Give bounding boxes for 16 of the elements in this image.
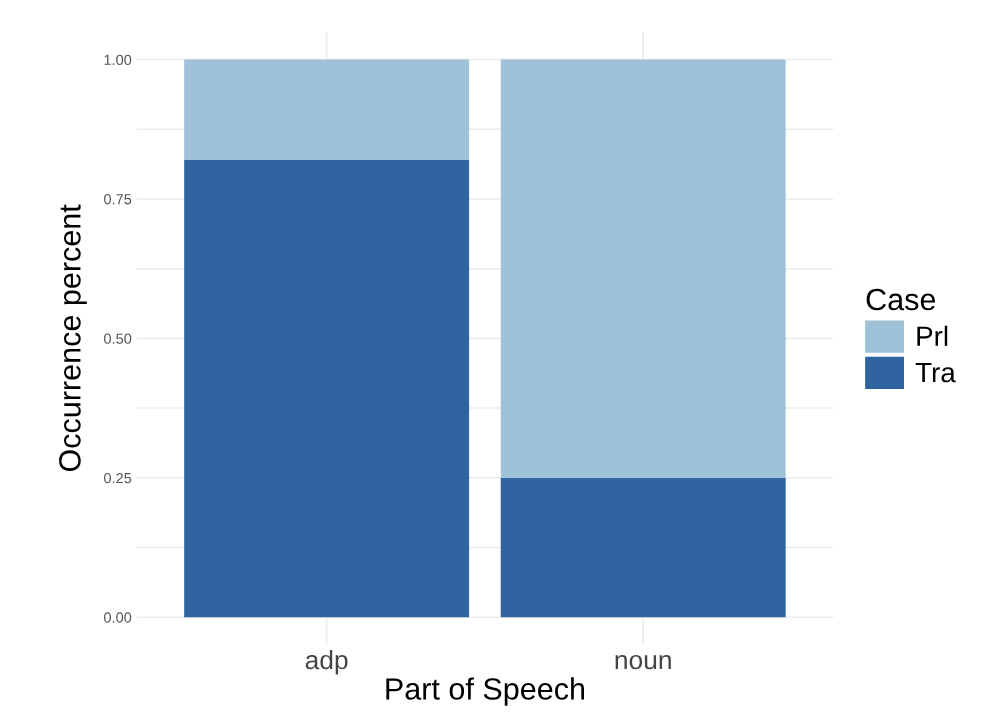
legend-label: Prl — [917, 325, 948, 346]
bar — [184, 59, 470, 160]
legend-label: Tra — [915, 362, 956, 383]
bar — [500, 59, 786, 478]
x-tick-label: adp — [305, 649, 348, 675]
y-tick-label: 1.00 — [104, 54, 132, 65]
y-axis-title: Occurrence percent — [59, 204, 87, 472]
bar — [184, 159, 470, 618]
bar — [500, 477, 786, 618]
y-tick-label: 0.25 — [104, 472, 132, 484]
x-axis-title: Part of Speech — [386, 677, 584, 706]
y-tick-label: 0.50 — [104, 333, 132, 344]
legend-title: Case — [866, 288, 936, 311]
x-tick-label: noun — [615, 654, 671, 670]
y-tick-label: 0.00 — [104, 612, 132, 623]
y-tick-label: 0.75 — [104, 194, 132, 205]
